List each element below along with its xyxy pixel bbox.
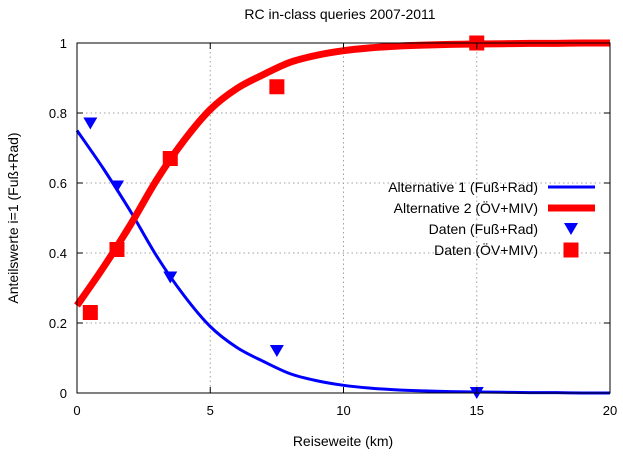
grid-lines <box>77 43 610 393</box>
chart-title: RC in-class queries 2007-2011 <box>244 6 435 22</box>
y-axis-label: Anteilswerte i=1 (Fuß+Rad) <box>5 132 21 303</box>
y-tick-label: 0.6 <box>49 176 67 191</box>
y-tick-label: 0.4 <box>49 246 67 261</box>
legend-label: Daten (ÖV+MIV) <box>434 241 538 258</box>
axis-ticks: 0 5 10 15 20 0 0.2 0.4 0.6 0.8 1 <box>49 36 617 418</box>
data-point-fuss-rad <box>109 180 124 193</box>
legend-label: Daten (Fuß+Rad) <box>429 221 538 237</box>
legend-label: Alternative 2 (ÖV+MIV) <box>394 199 538 216</box>
data-point-oev-miv <box>82 305 98 320</box>
x-tick-label: 15 <box>470 403 484 418</box>
legend-swatch-square <box>563 242 579 258</box>
data-point-fuss-rad <box>163 271 178 284</box>
legend-label: Alternative 1 (Fuß+Rad) <box>388 179 538 195</box>
data-point-oev-miv <box>109 242 125 257</box>
y-tick-label: 1 <box>60 36 67 51</box>
data-point-oev-miv <box>269 79 285 95</box>
data-point-oev-miv <box>162 151 178 166</box>
y-tick-label: 0.8 <box>49 106 67 121</box>
x-tick-label: 10 <box>336 403 350 418</box>
y-tick-label: 0.2 <box>49 316 67 331</box>
data-point-fuss-rad <box>83 117 98 130</box>
legend-swatch-triangle <box>564 223 578 235</box>
data-point-fuss-rad <box>269 345 284 357</box>
y-tick-label: 0 <box>60 386 67 401</box>
x-tick-label: 20 <box>603 403 617 418</box>
x-tick-label: 5 <box>207 403 214 418</box>
x-tick-label: 0 <box>73 403 80 418</box>
x-axis-label: Reiseweite (km) <box>293 433 393 449</box>
legend: Alternative 1 (Fuß+Rad) Alternative 2 (ÖV… <box>388 179 595 258</box>
